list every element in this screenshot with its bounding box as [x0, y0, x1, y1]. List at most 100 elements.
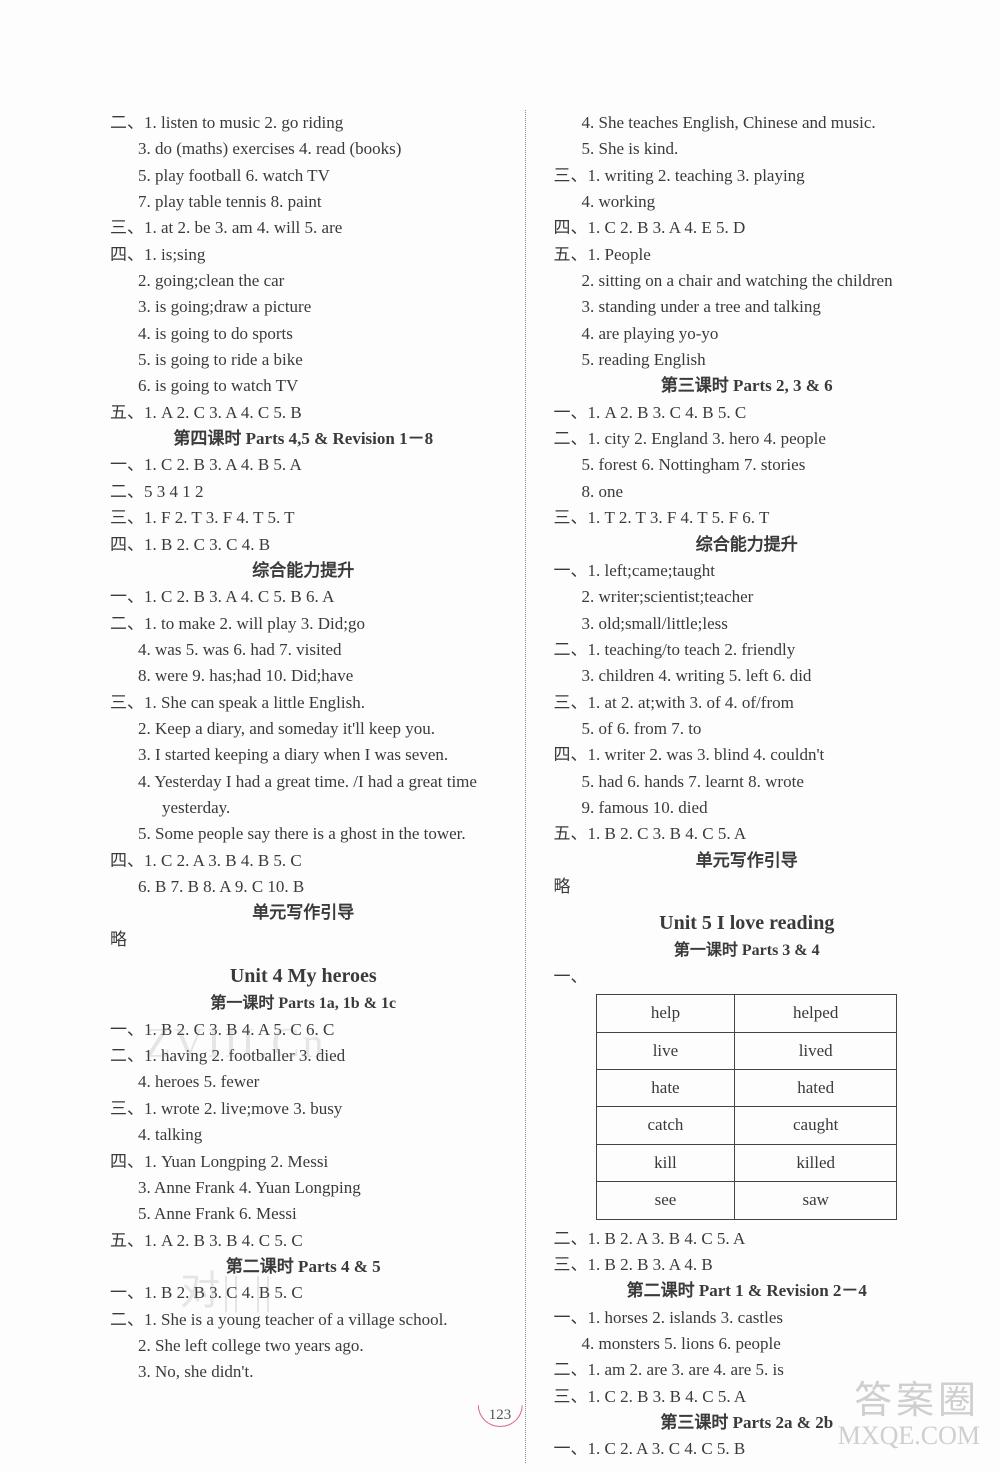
answer-line: 三、1. wrote 2. live;move 3. busy [110, 1096, 497, 1122]
answer-line: 3. standing under a tree and talking [554, 294, 941, 320]
answer-omitted: 略 [554, 874, 941, 900]
answer-line: 5. Anne Frank 6. Messi [110, 1201, 497, 1227]
answer-line: 5. is going to ride a bike [110, 347, 497, 373]
table-cell: lived [734, 1032, 897, 1069]
answer-line: 三、1. at 2. be 3. am 4. will 5. are [110, 215, 497, 241]
answer-line: 8. were 9. has;had 10. Did;have [110, 663, 497, 689]
table-row: killkilled [597, 1144, 897, 1181]
answer-line: 五、1. A 2. C 3. A 4. C 5. B [110, 400, 497, 426]
answer-line: 4. was 5. was 6. had 7. visited [110, 637, 497, 663]
answer-line: 三、1. T 2. T 3. F 4. T 5. F 6. T [554, 505, 941, 531]
answer-line: 4. Yesterday I had a great time. /I had … [110, 769, 497, 822]
answer-line: 3. Anne Frank 4. Yuan Longping [110, 1175, 497, 1201]
answer-line: 三、1. C 2. B 3. B 4. C 5. A [554, 1384, 941, 1410]
answer-line: 二、1. B 2. A 3. B 4. C 5. A [554, 1226, 941, 1252]
answer-line: 3. do (maths) exercises 4. read (books) [110, 136, 497, 162]
section-heading: 单元写作引导 [554, 848, 941, 874]
answer-line: 二、1. She is a young teacher of a village… [110, 1307, 497, 1333]
answer-line: 四、1. writer 2. was 3. blind 4. couldn't [554, 742, 941, 768]
lesson-heading: 第二课时 Part 1 & Revision 2－4 [554, 1278, 941, 1304]
answer-line: 7. play table tennis 8. paint [110, 189, 497, 215]
table-cell: see [597, 1182, 735, 1219]
table-cell: catch [597, 1107, 735, 1144]
table-cell: hated [734, 1070, 897, 1107]
answer-line: 二、1. am 2. are 3. are 4. are 5. is [554, 1357, 941, 1383]
answer-line: 2. She left college two years ago. [110, 1333, 497, 1359]
answer-line: 二、1. teaching/to teach 2. friendly [554, 637, 941, 663]
table-cell: help [597, 995, 735, 1032]
answer-line: 2. going;clean the car [110, 268, 497, 294]
answer-line: 5. had 6. hands 7. learnt 8. wrote [554, 769, 941, 795]
answer-line: 一、1. left;came;taught [554, 558, 941, 584]
answer-line: 3. I started keeping a diary when I was … [110, 742, 497, 768]
table-row: seesaw [597, 1182, 897, 1219]
answer-line: 四、1. Yuan Longping 2. Messi [110, 1149, 497, 1175]
table-cell: killed [734, 1144, 897, 1181]
table-cell: live [597, 1032, 735, 1069]
answer-line: 4. working [554, 189, 941, 215]
answer-line: 一、1. A 2. B 3. C 4. B 5. C [554, 400, 941, 426]
answer-line: 4. heroes 5. fewer [110, 1069, 497, 1095]
answer-line: 4. She teaches English, Chinese and musi… [554, 110, 941, 136]
left-column: 二、1. listen to music 2. go riding 3. do … [110, 110, 497, 1463]
lesson-heading: 第二课时 Parts 4 & 5 [110, 1254, 497, 1280]
answer-line: 二、1. city 2. England 3. hero 4. people [554, 426, 941, 452]
section-heading: 单元写作引导 [110, 900, 497, 926]
table-cell: helped [734, 995, 897, 1032]
answer-line: 2. writer;scientist;teacher [554, 584, 941, 610]
answer-line: 三、1. B 2. B 3. A 4. B [554, 1252, 941, 1278]
answer-line: 一、1. C 2. A 3. C 4. C 5. B [554, 1436, 941, 1462]
answer-line: 二、1. to make 2. will play 3. Did;go [110, 611, 497, 637]
table-cell: kill [597, 1144, 735, 1181]
unit-title: Unit 4 My heroes [110, 961, 497, 992]
answer-line: 5. Some people say there is a ghost in t… [110, 821, 497, 847]
lesson-heading: 第一课时 Parts 1a, 1b & 1c [110, 992, 497, 1017]
answer-line: 四、1. is;sing [110, 242, 497, 268]
answer-line: 3. old;small/little;less [554, 611, 941, 637]
answer-line: 一、1. B 2. C 3. B 4. A 5. C 6. C [110, 1017, 497, 1043]
answer-line: 4. are playing yo-yo [554, 321, 941, 347]
lesson-heading: 第三课时 Parts 2, 3 & 6 [554, 373, 941, 399]
answer-line: 二、1. having 2. footballer 3. died [110, 1043, 497, 1069]
answer-line: 9. famous 10. died [554, 795, 941, 821]
answer-line: 三、1. at 2. at;with 3. of 4. of/from [554, 690, 941, 716]
answer-line: 3. No, she didn't. [110, 1359, 497, 1385]
answer-line: 五、1. A 2. B 3. B 4. C 5. C [110, 1228, 497, 1254]
answer-line: 一、1. horses 2. islands 3. castles [554, 1305, 941, 1331]
two-column-layout: 二、1. listen to music 2. go riding 3. do … [110, 110, 940, 1463]
answer-line: 4. talking [110, 1122, 497, 1148]
answer-line: 四、1. B 2. C 3. C 4. B [110, 532, 497, 558]
answer-line: 五、1. People [554, 242, 941, 268]
answer-line: 一、1. C 2. B 3. A 4. C 5. B 6. A [110, 584, 497, 610]
page-root: 二、1. listen to music 2. go riding 3. do … [0, 0, 1000, 1471]
table-row: catchcaught [597, 1107, 897, 1144]
answer-line: 四、1. C 2. A 3. B 4. B 5. C [110, 848, 497, 874]
answer-line: 3. is going;draw a picture [110, 294, 497, 320]
section-heading: 综合能力提升 [110, 558, 497, 584]
answer-line: 一、1. B 2. B 3. C 4. B 5. C [110, 1280, 497, 1306]
table-cell: saw [734, 1182, 897, 1219]
answer-line: 五、1. B 2. C 3. B 4. C 5. A [554, 821, 941, 847]
answer-line: 5. reading English [554, 347, 941, 373]
answer-line: 5. play football 6. watch TV [110, 163, 497, 189]
answer-line: 3. children 4. writing 5. left 6. did [554, 663, 941, 689]
answer-line: 一、 [554, 964, 941, 990]
answer-line: 2. Keep a diary, and someday it'll keep … [110, 716, 497, 742]
answer-line: 二、1. listen to music 2. go riding [110, 110, 497, 136]
answer-omitted: 略 [110, 927, 497, 953]
answer-line: 6. B 7. B 8. A 9. C 10. B [110, 874, 497, 900]
answer-line: 4. monsters 5. lions 6. people [554, 1331, 941, 1357]
table-row: helphelped [597, 995, 897, 1032]
answer-line: 8. one [554, 479, 941, 505]
table-row: livelived [597, 1032, 897, 1069]
answer-line: 2. sitting on a chair and watching the c… [554, 268, 941, 294]
answer-line: 一、1. C 2. B 3. A 4. B 5. A [110, 452, 497, 478]
right-column: 4. She teaches English, Chinese and musi… [554, 110, 941, 1463]
section-heading: 综合能力提升 [554, 532, 941, 558]
answer-line: 四、1. C 2. B 3. A 4. E 5. D [554, 215, 941, 241]
answer-line: 5. She is kind. [554, 136, 941, 162]
section-heading: 第四课时 Parts 4,5 & Revision 1－8 [110, 426, 497, 452]
lesson-heading: 第三课时 Parts 2a & 2b [554, 1410, 941, 1436]
answer-line: 5. forest 6. Nottingham 7. stories [554, 452, 941, 478]
unit-title: Unit 5 I love reading [554, 908, 941, 939]
